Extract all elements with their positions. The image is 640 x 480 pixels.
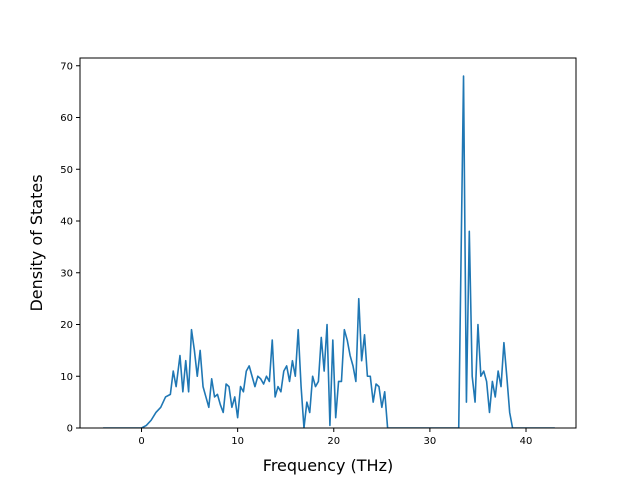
axes-frame <box>79 57 577 429</box>
y-tick-label: 10 <box>60 372 73 383</box>
plot-area <box>103 75 555 428</box>
x-tick-label: 40 <box>520 436 533 447</box>
x-tick-label: 10 <box>231 436 244 447</box>
y-tick-label: 30 <box>60 268 73 279</box>
dos-series-line <box>103 75 555 428</box>
y-tick-label: 50 <box>60 165 73 176</box>
y-axis: 0 10 20 30 40 50 60 70 <box>60 61 80 435</box>
x-tick-label: 0 <box>138 436 144 447</box>
y-tick-label: 0 <box>67 424 73 435</box>
y-tick-label: 40 <box>60 217 73 228</box>
x-tick-label: 20 <box>327 436 340 447</box>
y-axis-title: Density of States <box>27 174 46 311</box>
x-axis-title: Frequency (THz) <box>263 456 393 475</box>
x-tick-label: 30 <box>424 436 437 447</box>
x-axis: 0 10 20 30 40 <box>138 428 532 447</box>
y-tick-label: 60 <box>60 113 73 124</box>
y-tick-label: 20 <box>60 320 73 331</box>
y-tick-label: 70 <box>60 61 73 72</box>
